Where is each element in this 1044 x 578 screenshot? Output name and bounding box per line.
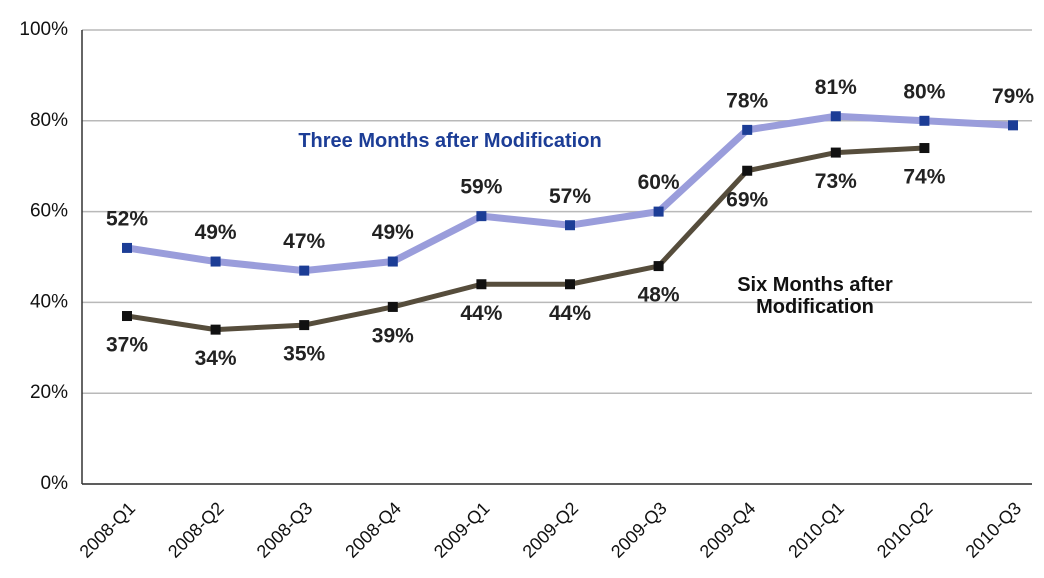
y-tick-label: 0% bbox=[41, 473, 69, 494]
data-label: 35% bbox=[283, 343, 325, 366]
x-tick-label: 2009-Q2 bbox=[519, 498, 583, 562]
marker bbox=[565, 279, 575, 290]
data-label: 78% bbox=[726, 89, 768, 112]
data-label: 39% bbox=[372, 324, 414, 347]
marker bbox=[122, 311, 132, 322]
y-tick-label: 80% bbox=[30, 110, 68, 131]
y-tick-label: 40% bbox=[30, 291, 68, 312]
data-label: 73% bbox=[815, 170, 857, 193]
data-label: 74% bbox=[903, 166, 945, 189]
data-label: 49% bbox=[195, 221, 237, 244]
marker bbox=[122, 242, 132, 253]
y-tick-label: 60% bbox=[30, 201, 68, 222]
y-tick-label: 100% bbox=[19, 19, 68, 40]
marker bbox=[299, 320, 310, 331]
marker bbox=[830, 111, 841, 122]
data-label: 60% bbox=[638, 171, 680, 194]
x-tick-label: 2009-Q1 bbox=[430, 498, 494, 562]
x-tick-label: 2008-Q1 bbox=[76, 498, 140, 562]
marker bbox=[742, 165, 753, 176]
data-label: 79% bbox=[992, 85, 1034, 108]
marker bbox=[653, 261, 664, 272]
data-label: 59% bbox=[460, 176, 502, 199]
series-label: Six Months after Modification bbox=[737, 274, 893, 318]
marker bbox=[476, 279, 487, 290]
data-label: 34% bbox=[195, 347, 237, 370]
data-label: 69% bbox=[726, 188, 768, 211]
series-label: Three Months after Modification bbox=[298, 130, 602, 152]
data-label: 52% bbox=[106, 207, 148, 230]
marker bbox=[830, 147, 841, 158]
data-label: 57% bbox=[549, 185, 591, 208]
data-label: 44% bbox=[460, 302, 502, 325]
x-tick-label: 2008-Q4 bbox=[341, 498, 405, 562]
series-line bbox=[126, 145, 925, 333]
marker bbox=[565, 220, 575, 231]
x-tick-label: 2008-Q2 bbox=[164, 498, 228, 562]
marker bbox=[1008, 120, 1018, 131]
marker bbox=[387, 301, 398, 312]
data-label: 37% bbox=[106, 334, 148, 357]
x-tick-label: 2008-Q3 bbox=[253, 498, 317, 562]
x-tick-label: 2009-Q3 bbox=[607, 498, 671, 562]
data-label: 44% bbox=[549, 302, 591, 325]
data-label: 49% bbox=[372, 221, 414, 244]
marker bbox=[210, 256, 221, 267]
data-label: 81% bbox=[815, 76, 857, 99]
data-label: 80% bbox=[903, 80, 945, 103]
data-label: 47% bbox=[283, 230, 325, 253]
marker bbox=[653, 206, 664, 217]
x-tick-label: 2010-Q1 bbox=[784, 498, 848, 562]
marker bbox=[299, 265, 310, 276]
x-tick-label: 2009-Q4 bbox=[696, 498, 760, 562]
marker bbox=[919, 115, 930, 126]
marker bbox=[210, 324, 221, 335]
marker bbox=[742, 124, 753, 135]
data-label: 48% bbox=[638, 284, 680, 307]
y-tick-label: 20% bbox=[30, 382, 68, 403]
x-tick-label: 2010-Q2 bbox=[873, 498, 937, 562]
marker bbox=[476, 211, 487, 222]
marker bbox=[919, 143, 930, 154]
marker bbox=[387, 256, 398, 267]
x-tick-label: 2010-Q3 bbox=[962, 498, 1026, 562]
